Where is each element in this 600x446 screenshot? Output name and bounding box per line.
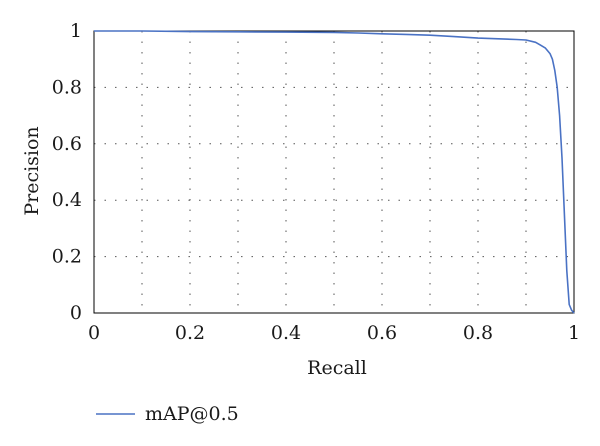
plot-frame [93, 30, 575, 314]
y-tick-label: 0.2 [52, 246, 82, 268]
legend: mAP@0.5 [96, 403, 239, 425]
series-line [94, 30, 575, 314]
y-tick-labels: 0 0.2 0.4 0.6 0.8 1 [52, 20, 82, 324]
y-axis-title: Precision [21, 126, 43, 215]
y-tick-label: 0.8 [52, 76, 82, 98]
x-tick-labels: 0 0.2 0.4 0.6 0.8 1 [88, 322, 580, 344]
x-tick-label: 1 [568, 322, 580, 344]
grid-lines [94, 31, 574, 313]
x-tick-label: 0.4 [271, 322, 301, 344]
x-tick-label: 0.8 [463, 322, 493, 344]
y-tick-label: 1 [70, 20, 82, 42]
series-layer [94, 30, 575, 314]
plot-border [93, 30, 575, 314]
y-tick-label: 0.4 [52, 189, 82, 211]
x-axis-title: Recall [307, 357, 367, 379]
x-tick-label: 0 [88, 322, 100, 344]
x-tick-label: 0.6 [367, 322, 397, 344]
y-tick-label: 0 [70, 302, 82, 324]
legend-label: mAP@0.5 [145, 403, 239, 425]
y-tick-label: 0.6 [52, 133, 82, 155]
x-tick-label: 0.2 [175, 322, 205, 344]
